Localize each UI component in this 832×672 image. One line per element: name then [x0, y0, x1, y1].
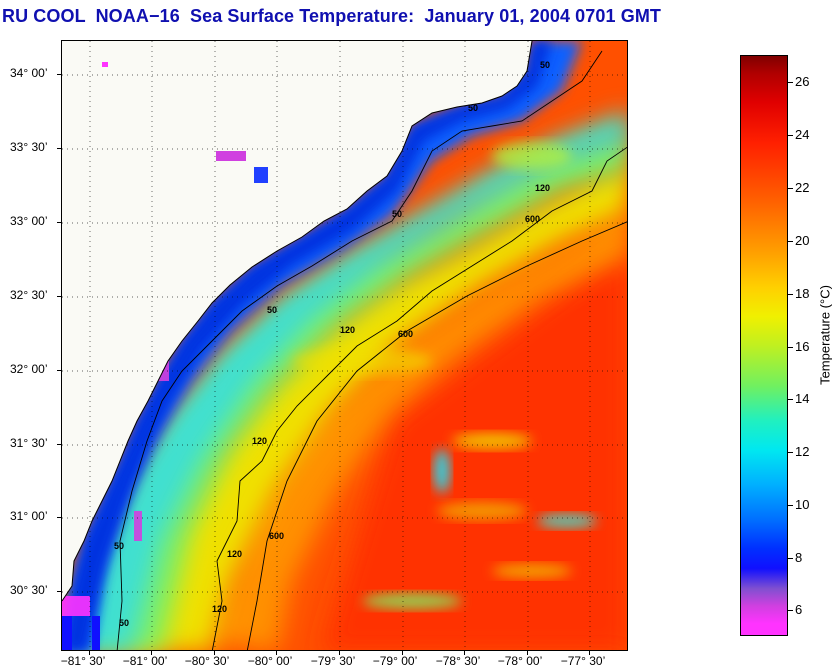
lat-label-34-00: 34° 00’	[10, 66, 48, 80]
lat-label-31-30: 31° 30’	[10, 436, 48, 450]
contour-label-50: 50	[392, 209, 402, 219]
coastline	[62, 41, 533, 602]
contour-label-50: 50	[540, 60, 550, 70]
colorbar-label-16: 16	[795, 339, 810, 354]
contour-label-600: 600	[269, 531, 284, 541]
colorbar-tick	[788, 399, 793, 400]
lat-tick	[57, 444, 62, 445]
page-title: RU COOL NOAA−16 Sea Surface Temperature:…	[2, 6, 662, 26]
lat-label-30-30: 30° 30’	[10, 583, 48, 597]
colorbar-tick	[788, 135, 793, 136]
contour-label-600: 600	[525, 214, 540, 224]
lon-tick	[402, 651, 403, 655]
colorbar-tick	[788, 505, 793, 506]
colorbar-tick	[788, 347, 793, 348]
colorbar-label-6: 6	[795, 602, 803, 617]
temperature-colorbar	[740, 55, 788, 636]
lat-tick	[57, 370, 62, 371]
lon-label-78-00: −78° 00’	[497, 654, 543, 668]
lat-tick	[57, 74, 62, 75]
lat-tick	[57, 222, 62, 223]
lat-tick	[57, 296, 62, 297]
lat-label-33-00: 33° 00’	[10, 214, 48, 228]
lon-label-80-30: −80° 30’	[184, 654, 230, 668]
colorbar-label-20: 20	[795, 233, 810, 248]
lon-tick	[464, 651, 465, 655]
colorbar-label-8: 8	[795, 550, 803, 565]
contour-label-120: 120	[340, 325, 355, 335]
lat-label-32-30: 32° 30’	[10, 288, 48, 302]
colorbar-tick	[788, 82, 793, 83]
colorbar-label-18: 18	[795, 286, 810, 301]
lon-label-79-00: −79° 00’	[372, 654, 418, 668]
contour-label-50: 50	[119, 618, 129, 628]
lat-tick	[57, 517, 62, 518]
colorbar-label-14: 14	[795, 391, 810, 406]
lon-label-79-30: −79° 30’	[310, 654, 356, 668]
contour-label-600: 600	[398, 329, 413, 339]
cloud-pixels	[216, 151, 246, 161]
sst-map: 50 50 50 50 50 50 120 120 120 120 120 60…	[61, 40, 628, 651]
contour-label-120: 120	[227, 549, 242, 559]
lon-tick	[589, 651, 590, 655]
lon-tick	[214, 651, 215, 655]
colorbar-label-22: 22	[795, 180, 810, 195]
lon-tick	[89, 651, 90, 655]
sst-map-image: 50 50 50 50 50 50 120 120 120 120 120 60…	[62, 41, 627, 650]
lon-label-81-00: −81° 00’	[122, 654, 168, 668]
contour-label-50: 50	[267, 305, 277, 315]
colorbar-tick	[788, 558, 793, 559]
colorbar-label-10: 10	[795, 497, 810, 512]
colorbar-label-12: 12	[795, 444, 810, 459]
lat-label-33-30: 33° 30’	[10, 140, 48, 154]
lon-label-81-30: −81° 30’	[60, 654, 106, 668]
lon-tick	[339, 651, 340, 655]
contour-label-50: 50	[468, 103, 478, 113]
lat-label-31-00: 31° 00’	[10, 509, 48, 523]
contour-label-50: 50	[114, 541, 124, 551]
colorbar-title: Temperature (°C)	[817, 285, 832, 385]
cloud-pixels	[102, 62, 108, 67]
lon-tick	[527, 651, 528, 655]
lon-label-77-30: −77° 30’	[560, 654, 606, 668]
contour-label-120: 120	[535, 183, 550, 193]
colorbar-tick	[788, 241, 793, 242]
colorbar-tick	[788, 610, 793, 611]
lat-tick	[57, 148, 62, 149]
colorbar-tick	[788, 188, 793, 189]
lon-label-78-30: −78° 30’	[435, 654, 481, 668]
lat-tick	[57, 591, 62, 592]
contour-label-120: 120	[252, 436, 267, 446]
lat-label-32-00: 32° 00’	[10, 362, 48, 376]
contour-50m	[116, 50, 603, 650]
contour-120m	[211, 146, 627, 650]
lat-lon-grid	[62, 41, 627, 650]
lon-label-80-00: −80° 00’	[247, 654, 293, 668]
cloud-pixels	[254, 167, 268, 183]
colorbar-label-24: 24	[795, 127, 810, 142]
colorbar-tick	[788, 294, 793, 295]
colorbar-label-26: 26	[795, 74, 810, 89]
lon-tick	[276, 651, 277, 655]
lon-tick	[151, 651, 152, 655]
colorbar-tick	[788, 452, 793, 453]
contour-label-120: 120	[212, 604, 227, 614]
